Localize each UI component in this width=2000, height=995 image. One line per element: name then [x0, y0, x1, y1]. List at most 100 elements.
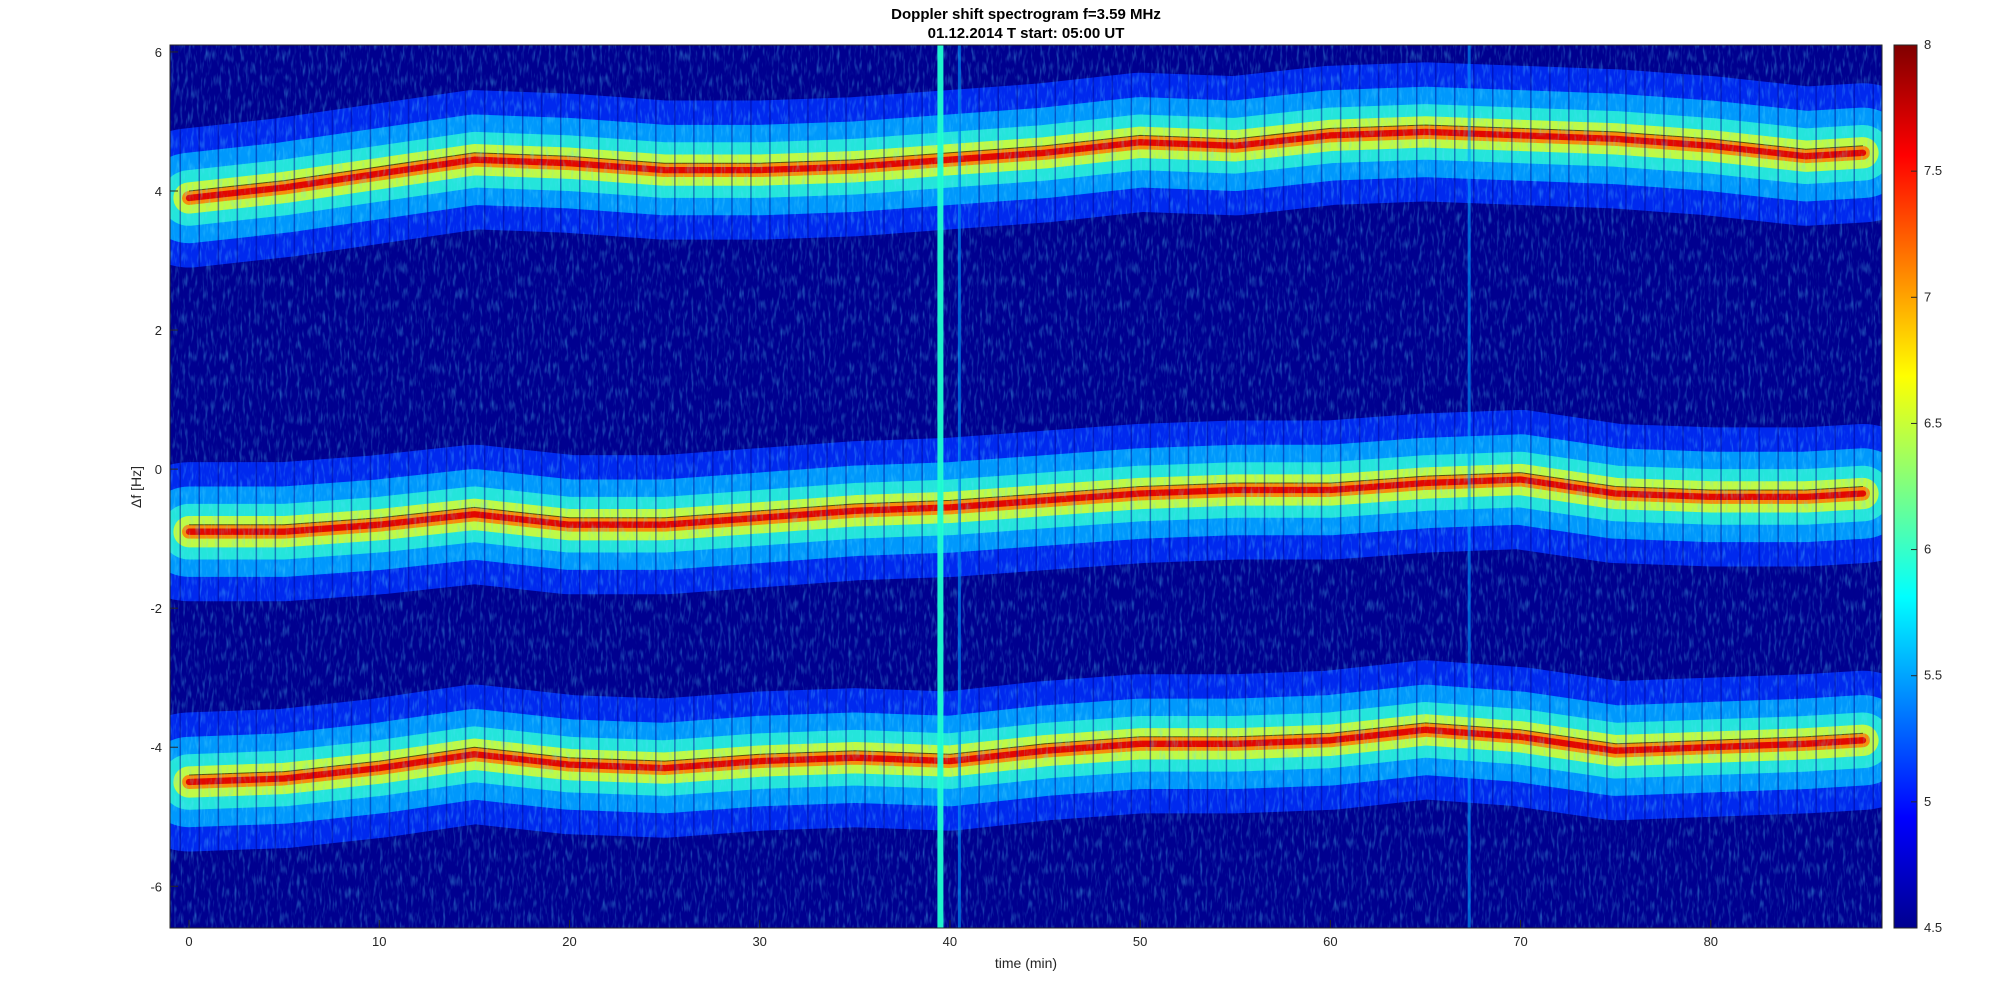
stripe-79 [1682, 45, 1684, 928]
colorbar-tick-label-3: 6 [1924, 542, 1931, 557]
stripe-61 [1339, 45, 1342, 928]
stripe-0 [179, 45, 181, 928]
stripe-63 [1377, 45, 1380, 928]
stripe-12 [407, 45, 410, 928]
stripe-62 [1358, 45, 1361, 928]
stripe-83 [1758, 45, 1760, 928]
stripe-43 [997, 45, 999, 928]
plot-frame [169, 44, 1883, 929]
stripe-22 [598, 45, 600, 928]
stripe-77 [1644, 45, 1646, 928]
stripe-37 [883, 45, 885, 928]
stripe-20 [560, 45, 562, 928]
stripe-67 [1454, 45, 1456, 928]
stripe-75 [1606, 45, 1608, 928]
stripe-88 [1853, 45, 1855, 928]
stripe-14 [445, 45, 448, 928]
stripe-29 [731, 45, 733, 928]
stripe-28 [712, 45, 714, 928]
x-tick-label-5: 50 [1133, 934, 1147, 949]
stripe-44 [1016, 45, 1018, 928]
stripe-65 [1416, 45, 1418, 928]
y-tick-label-0: -6 [150, 879, 162, 894]
chart-subtitle: 01.12.2014 T start: 05:00 UT [928, 25, 1125, 42]
chart-title: Doppler shift spectrogram f=3.59 MHz [891, 6, 1161, 23]
stripe-66 [1435, 45, 1437, 928]
stripe-87 [1834, 45, 1836, 928]
colorbar-tick-label-1: 5 [1924, 794, 1931, 809]
stripe-85 [1796, 45, 1798, 928]
stripe-76 [1625, 45, 1627, 928]
noise-overlay [170, 45, 1882, 928]
stripe-69 [1492, 45, 1494, 928]
stripe-2 [217, 45, 220, 928]
y-tick-label-5: 4 [155, 184, 162, 199]
stripe-9 [350, 45, 353, 928]
stripe-89 [1872, 45, 1874, 928]
stripe-52 [1168, 45, 1171, 928]
stripe-80 [1701, 45, 1703, 928]
stripe-53 [1187, 45, 1190, 928]
y-axis-label: Δf [Hz] [128, 466, 144, 508]
stripe-26 [674, 45, 676, 928]
plot-area [170, 45, 1882, 928]
y-tick-label-2: -2 [150, 601, 162, 616]
stripe-32 [788, 45, 790, 928]
stripe-74 [1587, 45, 1589, 928]
stripe-36 [864, 45, 866, 928]
x-tick-label-0: 0 [185, 934, 192, 949]
stripe-31 [769, 45, 771, 928]
colorbar: 4.5 5 5.5 6 6.5 7 7.5 8 [1893, 37, 1942, 935]
stripe-6 [293, 45, 296, 928]
stripe-24 [636, 45, 638, 928]
stripe-51 [1149, 45, 1152, 928]
x-tick-label-2: 20 [562, 934, 576, 949]
stripe-23 [617, 45, 619, 928]
y-ticks: -6 -4 -2 0 2 4 6 [150, 45, 178, 894]
streaks-layer [937, 45, 1471, 928]
stripe-72 [1549, 45, 1551, 928]
stripe-86 [1815, 45, 1817, 928]
x-tick-label-7: 70 [1513, 934, 1527, 949]
stripe-25 [655, 45, 657, 928]
x-tick-label-3: 30 [752, 934, 766, 949]
stripe-45 [1035, 45, 1037, 928]
stripe-59 [1301, 45, 1304, 928]
stripe-47 [1073, 45, 1076, 928]
stripe-70 [1511, 45, 1513, 928]
stripe-58 [1282, 45, 1285, 928]
stripe-71 [1530, 45, 1532, 928]
stripe-10 [369, 45, 372, 928]
y-tick-label-6: 6 [155, 45, 162, 60]
stripe-81 [1720, 45, 1722, 928]
colorbar-tick-label-6: 7.5 [1924, 163, 1942, 178]
stripe-1 [198, 45, 200, 928]
x-axis-label: time (min) [995, 955, 1057, 971]
stripe-18 [521, 45, 524, 928]
stripe-11 [388, 45, 391, 928]
stripe-78 [1663, 45, 1665, 928]
stripe-39 [921, 45, 923, 928]
stripe-16 [483, 45, 486, 928]
stripe-49 [1111, 45, 1114, 928]
colorbar-tick-label-2: 5.5 [1924, 668, 1942, 683]
stripe-64 [1396, 45, 1399, 928]
stripe-42 [978, 45, 980, 928]
stripe-55 [1225, 45, 1228, 928]
stripe-84 [1777, 45, 1779, 928]
stripe-33 [807, 45, 809, 928]
stripe-5 [274, 45, 277, 928]
stripe-38 [902, 45, 904, 928]
colorbar-tick-label-4: 6.5 [1924, 415, 1942, 430]
stripe-54 [1206, 45, 1209, 928]
stripe-68 [1473, 45, 1475, 928]
stripe-3 [236, 45, 239, 928]
y-tick-label-1: -4 [150, 740, 162, 755]
streak-2 [1467, 45, 1471, 928]
streak-1 [957, 45, 961, 928]
x-ticks: 0 10 20 30 40 50 60 70 80 [185, 920, 1718, 949]
streak-0 [937, 45, 944, 928]
x-tick-label-8: 80 [1704, 934, 1718, 949]
stripe-8 [331, 45, 334, 928]
stripe-35 [845, 45, 847, 928]
